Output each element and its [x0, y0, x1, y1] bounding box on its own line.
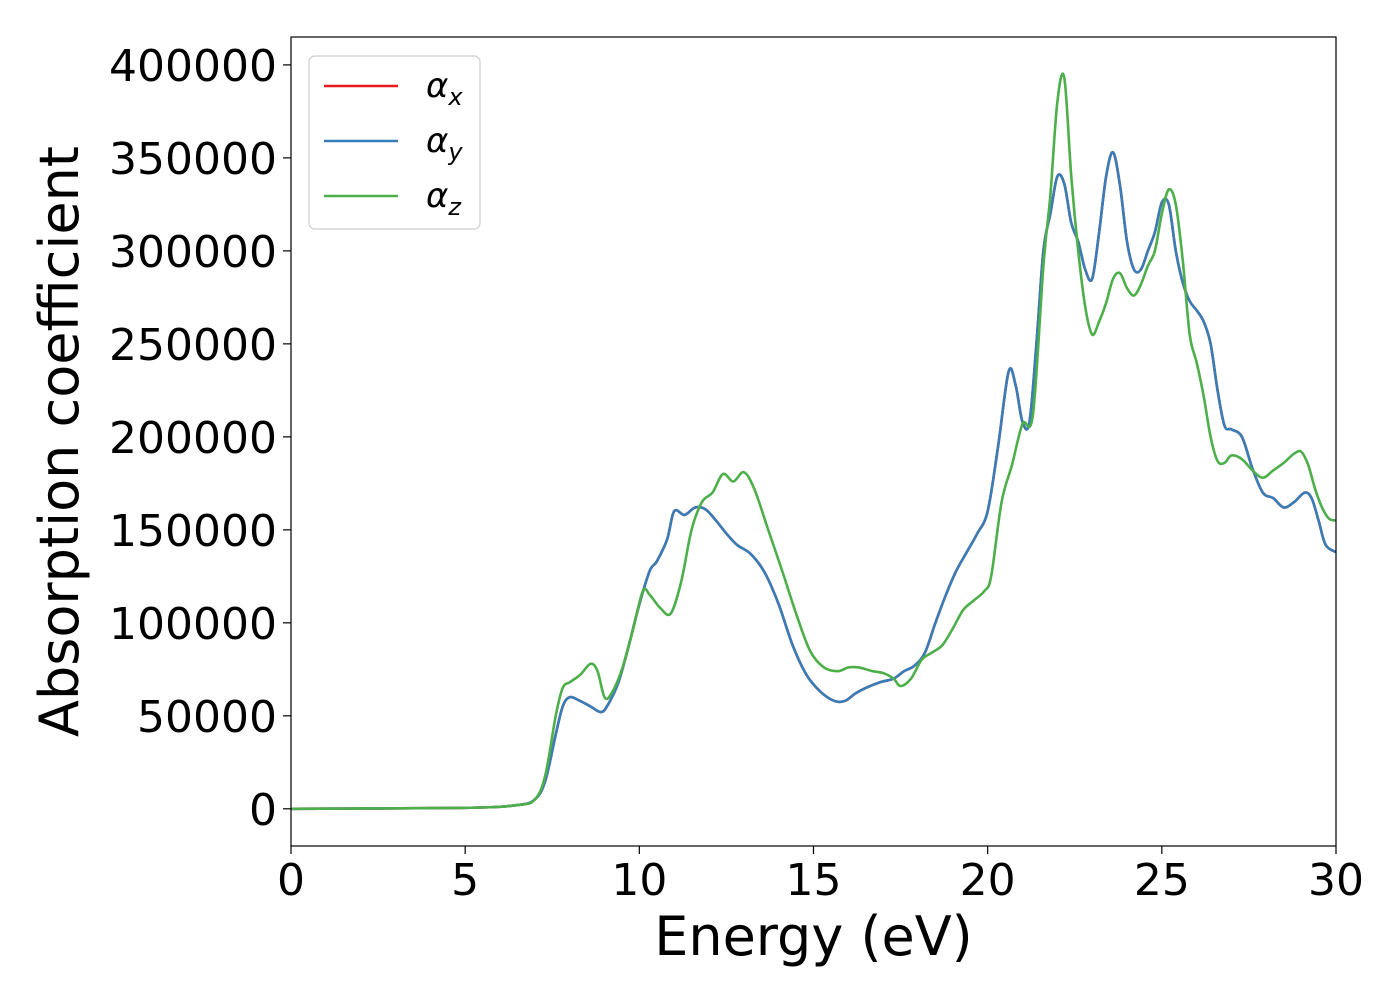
y-tick-label: 100000 [109, 599, 277, 650]
series-layer [291, 72, 1336, 811]
series-line-alpha-y [291, 151, 1336, 811]
x-tick-label: 15 [786, 855, 842, 906]
x-tick-label: 0 [277, 855, 305, 906]
x-axis-title: Energy (eV) [654, 905, 973, 968]
x-tick-label: 30 [1308, 855, 1364, 906]
x-tick-label: 25 [1134, 855, 1190, 906]
x-axis: 0 5 10 15 20 25 30 [277, 846, 1364, 906]
series-line-alpha-z [291, 72, 1336, 811]
legend-label-alpha-x: αx [426, 66, 463, 111]
legend-label-alpha-z: αz [426, 176, 462, 221]
legend: αx αy αz [308, 55, 481, 230]
y-tick-label: 400000 [109, 41, 277, 92]
legend-label-alpha-y: αy [426, 121, 463, 166]
y-axis: 0 50000 100000 150000 200000 250000 300000 3500… [109, 41, 291, 836]
y-tick-label: 300000 [109, 227, 277, 278]
x-tick-label: 20 [960, 855, 1016, 906]
x-tick-label: 5 [451, 855, 479, 906]
y-tick-label: 0 [249, 785, 277, 836]
series-line-alpha-x [291, 151, 1336, 811]
y-tick-label: 350000 [109, 134, 277, 185]
y-tick-label: 50000 [137, 692, 277, 743]
y-axis-title: Absorption coefficient [28, 146, 91, 737]
x-tick-label: 10 [611, 855, 667, 906]
y-tick-label: 200000 [109, 413, 277, 464]
legend-box [308, 55, 481, 230]
y-tick-label: 150000 [109, 506, 277, 557]
y-tick-label: 250000 [109, 320, 277, 371]
